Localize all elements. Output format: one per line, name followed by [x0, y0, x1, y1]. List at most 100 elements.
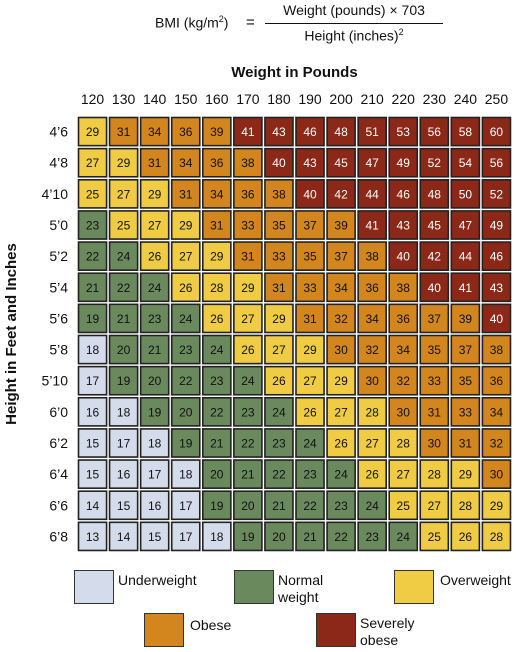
heatmap-cell — [233, 303, 263, 334]
cell-value-label: 20 — [241, 499, 255, 513]
heatmap-cell — [419, 303, 450, 334]
heatmap-cell — [108, 210, 139, 240]
cell-value-label: 27 — [334, 405, 348, 419]
heatmap-cell — [108, 428, 139, 458]
legend-label-normal-line2: weight — [278, 589, 319, 605]
heatmap-cell — [357, 365, 388, 396]
cell-value-label: 29 — [86, 125, 100, 139]
cell-value-label: 38 — [397, 281, 411, 295]
cell-value-label: 36 — [397, 312, 411, 326]
cell-value-label: 20 — [117, 343, 131, 357]
heatmap-cell — [108, 521, 139, 552]
cell-value-label: 28 — [210, 281, 224, 295]
cell-value-label: 16 — [117, 468, 131, 482]
heatmap-cell — [450, 241, 481, 271]
cell-value-label: 46 — [397, 187, 411, 201]
legend-label-severely-line2: obese — [360, 632, 399, 648]
heatmap-cell — [139, 178, 170, 209]
heatmap-cell — [170, 147, 201, 178]
y-tick-label: 6’8 — [49, 528, 68, 544]
heatmap-cell — [170, 521, 201, 552]
cell-value-label: 27 — [148, 218, 162, 232]
cell-value-label: 22 — [334, 530, 348, 544]
legend-swatch-normal — [234, 570, 274, 604]
heatmap-cell — [326, 396, 356, 427]
x-tick-label: 210 — [360, 91, 384, 107]
heatmap-cell — [77, 241, 108, 271]
cell-value-label: 39 — [334, 218, 348, 232]
heatmap-cell — [326, 116, 356, 147]
heatmap-cell — [481, 303, 512, 334]
heatmap-cell — [326, 178, 356, 209]
cell-value-label: 40 — [428, 281, 442, 295]
heatmap-cell — [326, 428, 356, 458]
legend-label-severely-line1: Severely — [360, 615, 415, 631]
heatmap-cell — [77, 334, 108, 365]
heatmap-cell — [233, 428, 263, 458]
cell-value-label: 35 — [303, 250, 317, 264]
y-tick-label: 5’10 — [42, 373, 69, 389]
cell-value-label: 22 — [303, 499, 317, 513]
cell-value-label: 23 — [86, 218, 100, 232]
heatmap-cell — [388, 490, 419, 521]
formula-denominator-text: Height (inches) — [304, 27, 399, 44]
heatmap-cell — [233, 490, 263, 521]
heatmap-cell — [139, 272, 170, 303]
x-tick-label: 240 — [454, 91, 478, 107]
cell-value-label: 16 — [86, 405, 100, 419]
heatmap-cell — [139, 334, 170, 365]
cell-value-label: 33 — [272, 250, 286, 264]
heatmap-cell — [450, 303, 481, 334]
cell-value-label: 18 — [86, 343, 100, 357]
heatmap-cell — [264, 303, 294, 334]
cell-value-label: 25 — [397, 499, 411, 513]
cell-value-label: 19 — [241, 530, 255, 544]
cell-value-label: 51 — [365, 125, 379, 139]
heatmap-cell — [139, 303, 170, 334]
cell-value-label: 31 — [272, 281, 286, 295]
heatmap-cell — [170, 272, 201, 303]
y-tick-label: 5’4 — [49, 279, 68, 295]
heatmap-cell — [295, 365, 325, 396]
heatmap-cell — [388, 241, 419, 271]
heatmap-cell — [295, 334, 325, 365]
cell-value-label: 29 — [303, 343, 317, 357]
heatmap-cell — [264, 365, 294, 396]
cell-value-label: 40 — [303, 187, 317, 201]
cell-value-label: 27 — [397, 468, 411, 482]
heatmap-cell — [108, 241, 139, 271]
cell-value-label: 24 — [334, 468, 348, 482]
cell-value-label: 17 — [148, 468, 162, 482]
heatmap-cell — [326, 147, 356, 178]
heatmap-cell — [108, 365, 139, 396]
cell-value-label: 25 — [117, 218, 131, 232]
heatmap-cell — [357, 178, 388, 209]
cell-value-label: 19 — [148, 405, 162, 419]
heatmap-cell — [481, 396, 512, 427]
heatmap-cell — [326, 272, 356, 303]
cell-value-label: 49 — [397, 156, 411, 170]
heatmap-cell — [77, 365, 108, 396]
heatmap-cell — [419, 241, 450, 271]
heatmap-cell — [326, 459, 356, 489]
heatmap-cell — [295, 210, 325, 240]
heatmap-cell — [419, 365, 450, 396]
cell-value-label: 34 — [397, 343, 411, 357]
heatmap-cell — [264, 210, 294, 240]
heatmap-cell — [450, 428, 481, 458]
heatmap-cell — [108, 178, 139, 209]
heatmap-cell — [481, 521, 512, 552]
formula-equals: = — [246, 14, 255, 31]
cell-value-label: 20 — [148, 374, 162, 388]
bmi-chart: Weight in Pounds Height in Feet and Inche… — [3, 64, 512, 552]
formula-lhs: BMI (kg/m2) — [155, 14, 228, 31]
heatmap-cell — [450, 396, 481, 427]
cell-value-label: 26 — [365, 468, 379, 482]
heatmap-cell — [77, 396, 108, 427]
heatmap-cell — [170, 459, 201, 489]
formula-denominator: Height (inches)2 — [265, 27, 443, 44]
cell-value-label: 27 — [117, 187, 131, 201]
cell-value-label: 23 — [272, 436, 286, 450]
cell-value-label: 39 — [210, 125, 224, 139]
heatmap-cell — [481, 334, 512, 365]
